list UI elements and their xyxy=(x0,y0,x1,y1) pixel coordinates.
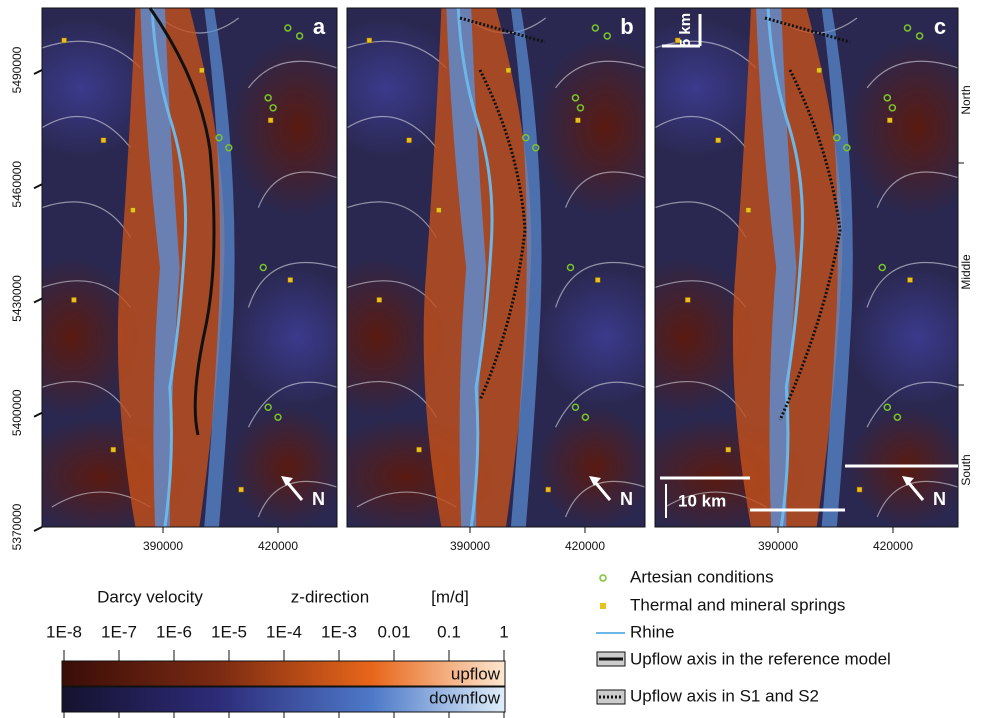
y-tick-label: 5430000 xyxy=(10,275,24,322)
colorbar-tick-label: 1E-5 xyxy=(211,622,247,641)
scale-label: 10 km xyxy=(678,491,726,510)
colorbar-tick-label: 0.01 xyxy=(377,622,410,641)
region-label: North xyxy=(959,85,973,114)
x-tick-label: 390000 xyxy=(450,539,490,553)
region-label: South xyxy=(959,454,973,485)
colorbar-tick-label: 1E-7 xyxy=(101,622,137,641)
y-tick xyxy=(34,184,42,188)
upflow-label: upflow xyxy=(451,664,501,683)
x-tick-label: 420000 xyxy=(873,539,913,553)
legend-label: Artesian conditions xyxy=(630,567,774,586)
north-label: N xyxy=(933,489,946,509)
north-label: N xyxy=(620,489,633,509)
colorbar-tick-label: 0.1 xyxy=(437,622,461,641)
region-label: Middle xyxy=(959,254,973,290)
panel-label: c xyxy=(934,14,946,39)
y-tick xyxy=(34,299,42,303)
colorbar-tick-label: 1E-8 xyxy=(46,622,82,641)
y-tick xyxy=(34,527,42,531)
figure: a Nb Nc N 390000 420000 390000 420000 390000 420… xyxy=(0,0,987,718)
y-tick xyxy=(34,413,42,417)
panel-label: a xyxy=(313,14,326,39)
north-label: N xyxy=(312,489,325,509)
colorbar-tick-label: 1E-3 xyxy=(321,622,357,641)
x-tick-label: 390000 xyxy=(758,539,798,553)
colorbar-subtitle: z-direction xyxy=(291,587,369,606)
legend: Artesian conditions Thermal and mineral … xyxy=(596,567,891,705)
scale-label: 5 km xyxy=(677,13,694,47)
map-panel xyxy=(3,8,367,537)
x-tick-label: 420000 xyxy=(258,539,298,553)
legend-label: Upflow axis in S1 and S2 xyxy=(630,686,819,705)
y-tick-label: 5490000 xyxy=(10,46,24,93)
colorbar-tick-label: 1 xyxy=(499,622,508,641)
colorbar-unit: [m/d] xyxy=(431,587,469,606)
map-panel xyxy=(307,8,675,537)
y-tick-label: 5400000 xyxy=(10,389,24,436)
colorbar-title: Darcy velocity xyxy=(97,587,203,606)
panel-label: b xyxy=(620,14,633,39)
y-tick-label: 5370000 xyxy=(10,503,24,550)
downflow-label: downflow xyxy=(429,688,501,707)
legend-label: Upflow axis in the reference model xyxy=(630,649,891,668)
y-tick xyxy=(34,70,42,74)
legend-label: Rhine xyxy=(630,622,674,641)
y-tick-label: 5460000 xyxy=(10,161,24,208)
upflow-bar xyxy=(62,661,505,686)
colorbar-tick-label: 1E-4 xyxy=(266,622,302,641)
legend-label: Thermal and mineral springs xyxy=(630,595,845,614)
colorbar-tick-label: 1E-6 xyxy=(156,622,192,641)
x-tick-label: 420000 xyxy=(565,539,605,553)
x-tick-label: 390000 xyxy=(143,539,183,553)
map-panel xyxy=(615,8,987,537)
